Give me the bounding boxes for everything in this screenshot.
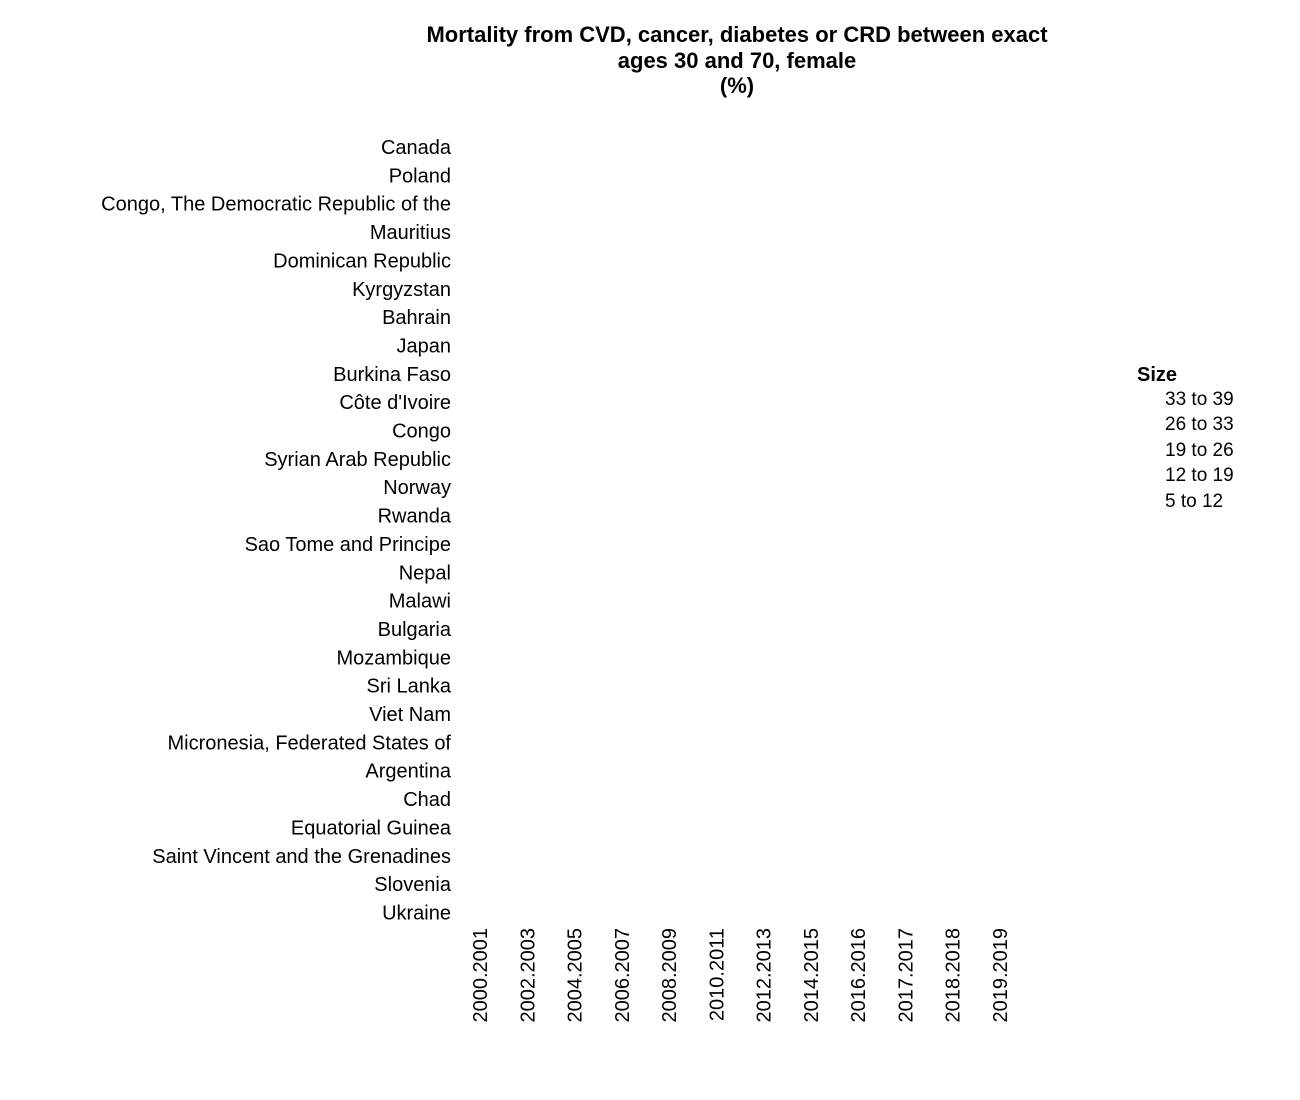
legend-item: 26 to 33: [1137, 413, 1234, 439]
x-tick-label: 2002.2003: [517, 928, 539, 1023]
x-tick-label: 2017.2017: [895, 928, 917, 1023]
legend-key: [1137, 387, 1165, 413]
y-tick-label: Congo, The Democratic Republic of the: [101, 194, 451, 216]
y-tick-label: Argentina: [365, 761, 451, 783]
legend-item-label: 33 to 39: [1165, 388, 1234, 410]
y-tick-label: Nepal: [399, 562, 451, 584]
y-tick-label: Sri Lanka: [367, 676, 452, 698]
y-tick-label: Dominican Republic: [273, 250, 451, 272]
legend-item-label: 26 to 33: [1165, 414, 1234, 436]
x-tick-label: 2012.2013: [754, 928, 776, 1023]
y-tick-label: Saint Vincent and the Grenadines: [152, 846, 451, 868]
y-tick-label: Rwanda: [378, 506, 452, 528]
x-tick-label: 2016.2016: [848, 928, 870, 1023]
legend-item: 5 to 12: [1137, 489, 1234, 515]
y-tick-label: Equatorial Guinea: [291, 817, 452, 839]
y-tick-label: Canada: [381, 137, 452, 159]
y-tick-label: Mauritius: [370, 222, 451, 244]
x-tick-label: 2010.2011: [706, 928, 728, 1021]
y-tick-label: Côte d'Ivoire: [339, 392, 451, 414]
legend-item-label: 12 to 19: [1165, 465, 1234, 487]
legend-key: [1137, 438, 1165, 464]
y-axis-labels: Canada Poland Congo, The Democratic Republ…: [101, 137, 452, 924]
x-tick-label: 2008.2009: [659, 928, 681, 1023]
x-tick-label: 2014.2015: [801, 928, 823, 1023]
x-tick-label: 2006.2007: [612, 928, 634, 1023]
y-tick-label: Mozambique: [336, 647, 451, 669]
size-legend: Size 33 to 39 26 to 33 19 to 26 12 to 19 5 t…: [1137, 363, 1234, 515]
y-tick-label: Bulgaria: [378, 619, 452, 641]
chart-title: Mortality from CVD, cancer, diabetes or …: [0, 22, 1300, 99]
y-tick-label: Sao Tome and Principe: [245, 534, 451, 556]
x-tick-label: 2000.2001: [470, 928, 492, 1023]
legend-key: [1137, 413, 1165, 439]
y-tick-label: Kyrgyzstan: [352, 279, 451, 301]
legend-items: 33 to 39 26 to 33 19 to 26 12 to 19 5 to 12: [1137, 387, 1234, 515]
y-tick-label: Japan: [397, 335, 452, 357]
x-tick-label: 2018.2018: [943, 928, 965, 1023]
y-tick-label: Ukraine: [382, 902, 451, 924]
y-tick-label: Norway: [383, 477, 451, 499]
y-tick-label: Bahrain: [382, 307, 451, 329]
legend-title: Size: [1137, 364, 1178, 386]
y-tick-label: Micronesia, Federated States of: [168, 732, 452, 754]
y-tick-label: Congo: [392, 421, 451, 443]
y-tick-label: Burkina Faso: [333, 364, 451, 386]
chart-title-line-3: (%): [719, 73, 755, 98]
legend-key: [1137, 489, 1165, 515]
y-tick-label: Syrian Arab Republic: [264, 449, 451, 471]
legend-key: [1137, 464, 1165, 490]
chart-title-line-1: Mortality from CVD, cancer, diabetes or …: [426, 22, 1048, 47]
y-tick-label: Slovenia: [374, 874, 452, 896]
legend-item: 12 to 19: [1137, 464, 1234, 490]
x-tick-label: 2019.2019: [990, 928, 1012, 1023]
x-tick-label: 2004.2005: [565, 928, 587, 1023]
x-axis-labels: 2000.2001 2002.2003 2004.2005 2006.2007 2008…: [470, 928, 1012, 1023]
chart-title-line-2: ages 30 and 70, female: [617, 47, 857, 73]
legend-item-label: 5 to 12: [1165, 490, 1224, 512]
legend-item: 19 to 26: [1137, 438, 1234, 464]
y-tick-label: Viet Nam: [369, 704, 451, 726]
y-tick-label: Malawi: [389, 591, 451, 613]
y-tick-label: Chad: [403, 789, 451, 811]
y-tick-label: Poland: [389, 165, 451, 187]
legend-item-label: 19 to 26: [1165, 439, 1234, 461]
legend-item: 33 to 39: [1137, 387, 1234, 413]
